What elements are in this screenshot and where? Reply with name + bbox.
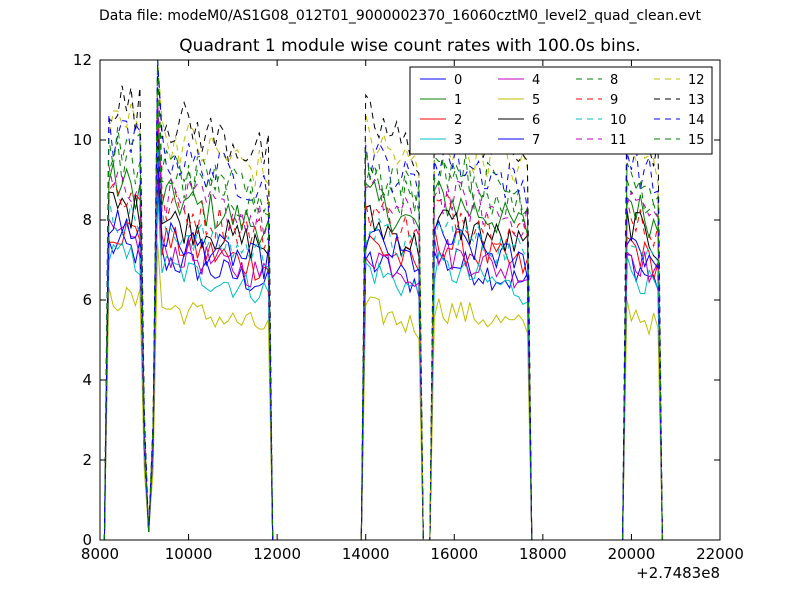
legend-box bbox=[409, 66, 713, 155]
y-tick-label: 12 bbox=[73, 51, 92, 69]
y-tick-label: 2 bbox=[82, 451, 92, 469]
legend-label-14: 14 bbox=[688, 113, 705, 128]
x-tick-label: 16000 bbox=[430, 545, 478, 563]
series-lines bbox=[103, 59, 663, 541]
legend-label-5: 5 bbox=[532, 93, 540, 108]
series-line-4 bbox=[103, 170, 663, 541]
axes: 8000 10000 12000 14000 16000 18000 20000 22000 0… bbox=[73, 51, 744, 563]
series-line-14 bbox=[103, 59, 663, 541]
legend-label-12: 12 bbox=[688, 73, 705, 88]
legend-label-10: 10 bbox=[610, 113, 627, 128]
x-offset-label: +2.7483e8 bbox=[636, 564, 720, 582]
series-line-10 bbox=[103, 142, 663, 541]
y-tick-label: 8 bbox=[82, 211, 92, 229]
series-line-9 bbox=[103, 114, 663, 541]
series-line-6 bbox=[103, 131, 663, 541]
legend-label-9: 9 bbox=[610, 93, 618, 108]
legend-label-13: 13 bbox=[688, 93, 705, 108]
series-line-5 bbox=[103, 243, 663, 541]
legend-label-0: 0 bbox=[454, 73, 462, 88]
x-tick-label: 20000 bbox=[608, 545, 656, 563]
legend-label-2: 2 bbox=[454, 113, 462, 128]
y-tick-label: 4 bbox=[82, 371, 92, 389]
series-line-11 bbox=[103, 97, 663, 541]
series-line-12 bbox=[103, 59, 663, 541]
legend-label-15: 15 bbox=[688, 133, 705, 148]
x-tick-label: 10000 bbox=[165, 545, 213, 563]
series-line-0 bbox=[103, 181, 663, 541]
y-tick-label: 6 bbox=[82, 291, 92, 309]
series-line-7 bbox=[103, 153, 663, 541]
data-file-title: Data file: modeM0/AS1G08_012T01_90000023… bbox=[99, 8, 701, 24]
legend-label-8: 8 bbox=[610, 73, 618, 88]
legend-label-1: 1 bbox=[454, 93, 462, 108]
y-tick-label: 0 bbox=[82, 531, 92, 549]
legend-label-6: 6 bbox=[532, 113, 540, 128]
series-line-2 bbox=[103, 159, 663, 541]
x-tick-label: 18000 bbox=[519, 545, 567, 563]
legend-label-4: 4 bbox=[532, 73, 540, 88]
legend-label-11: 11 bbox=[610, 133, 627, 148]
legend-label-7: 7 bbox=[532, 133, 540, 148]
x-tick-label: 8000 bbox=[81, 545, 119, 563]
legend-label-3: 3 bbox=[454, 133, 462, 148]
series-line-8 bbox=[103, 75, 663, 541]
series-line-15 bbox=[103, 59, 663, 541]
chart-title: Quadrant 1 module wise count rates with … bbox=[179, 36, 641, 56]
x-tick-label: 14000 bbox=[342, 545, 390, 563]
x-tick-label: 12000 bbox=[253, 545, 301, 563]
x-tick-label: 22000 bbox=[696, 545, 744, 563]
y-tick-label: 10 bbox=[73, 131, 92, 149]
